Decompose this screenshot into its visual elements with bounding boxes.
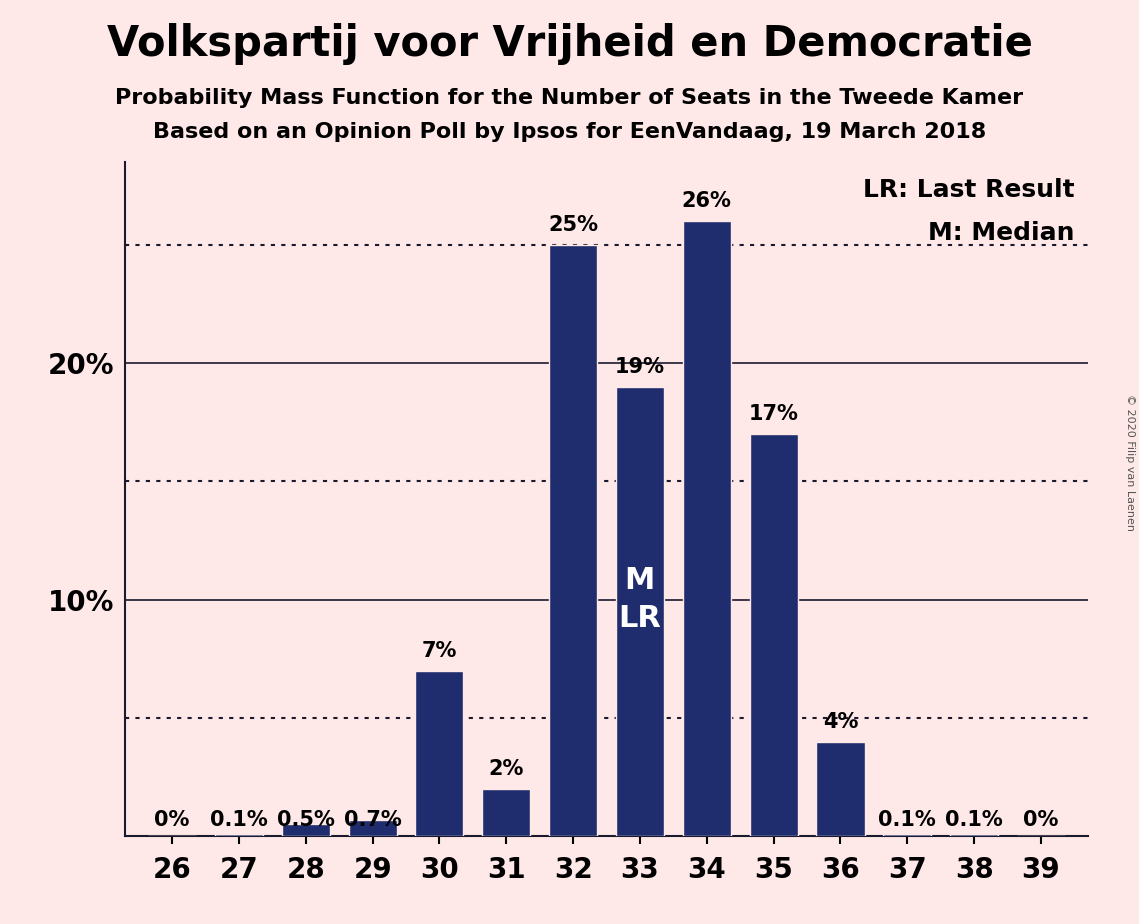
Bar: [482, 789, 531, 836]
Text: M: Median: M: Median: [928, 221, 1074, 245]
Text: 17%: 17%: [748, 405, 798, 424]
Text: 7%: 7%: [421, 641, 457, 661]
Text: Volkspartij voor Vrijheid en Democratie: Volkspartij voor Vrijheid en Democratie: [107, 23, 1032, 65]
Bar: [616, 386, 664, 836]
Bar: [281, 824, 330, 836]
Text: 2%: 2%: [489, 760, 524, 780]
Text: 0.7%: 0.7%: [344, 810, 401, 831]
Text: Probability Mass Function for the Number of Seats in the Tweede Kamer: Probability Mass Function for the Number…: [115, 88, 1024, 108]
Text: Based on an Opinion Poll by Ipsos for EenVandaag, 19 March 2018: Based on an Opinion Poll by Ipsos for Ee…: [153, 122, 986, 142]
Text: © 2020 Filip van Laenen: © 2020 Filip van Laenen: [1125, 394, 1134, 530]
Text: 19%: 19%: [615, 357, 665, 377]
Text: 0%: 0%: [155, 810, 190, 831]
Bar: [416, 671, 464, 836]
Text: 26%: 26%: [682, 191, 731, 212]
Text: LR: Last Result: LR: Last Result: [862, 178, 1074, 202]
Bar: [349, 820, 396, 836]
Bar: [682, 221, 731, 836]
Bar: [549, 245, 597, 836]
Text: 4%: 4%: [822, 712, 858, 732]
Bar: [817, 742, 865, 836]
Text: 0.1%: 0.1%: [945, 810, 1003, 831]
Bar: [883, 833, 932, 836]
Text: 0.5%: 0.5%: [277, 810, 335, 831]
Bar: [749, 434, 797, 836]
Text: M
LR: M LR: [618, 565, 662, 633]
Text: 0.1%: 0.1%: [878, 810, 936, 831]
Bar: [215, 833, 263, 836]
Text: 25%: 25%: [548, 215, 598, 235]
Text: 0.1%: 0.1%: [210, 810, 268, 831]
Text: 0%: 0%: [1023, 810, 1058, 831]
Bar: [950, 833, 998, 836]
